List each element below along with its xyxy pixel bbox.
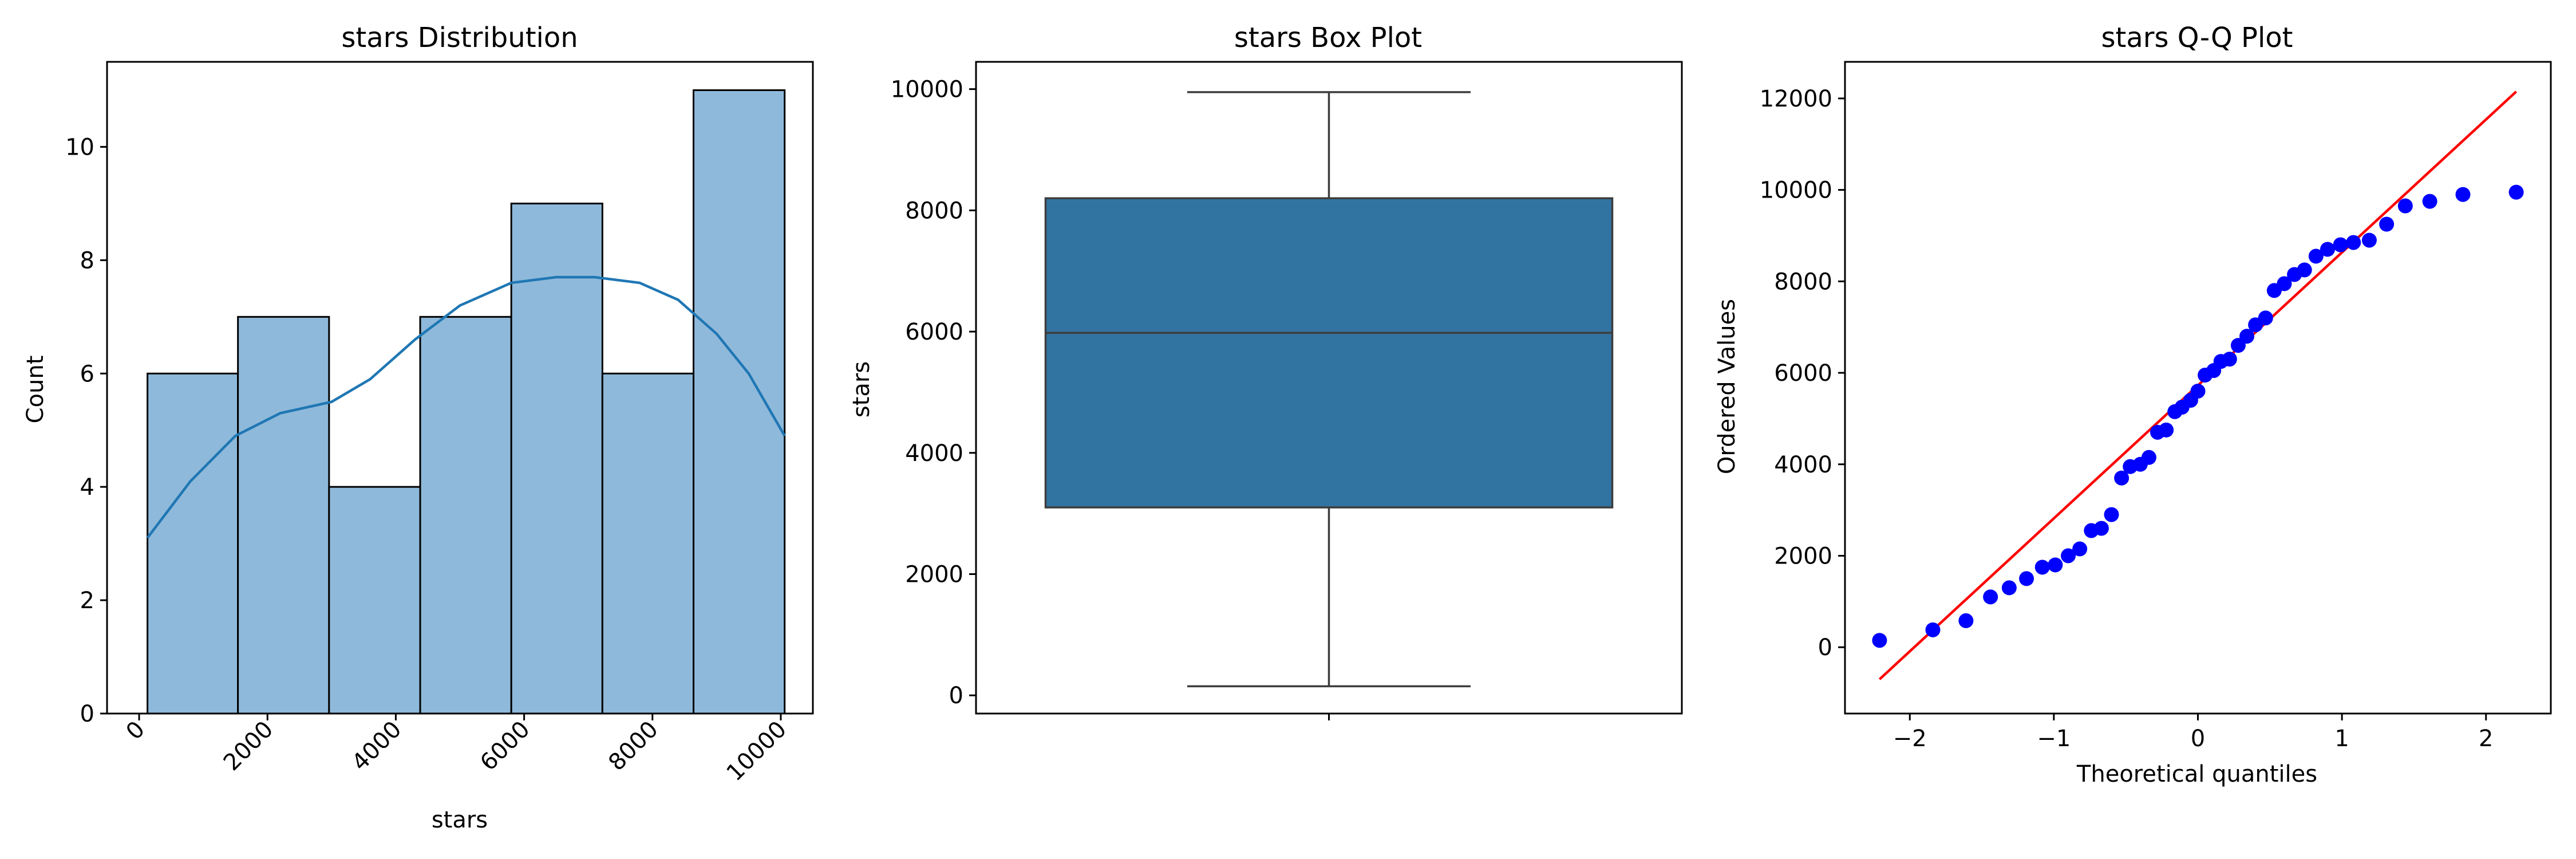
histogram-ylabel: Count bbox=[22, 356, 49, 424]
qq-point bbox=[2277, 276, 2292, 291]
y-tick-label: 0 bbox=[80, 701, 94, 727]
qq-point bbox=[2333, 237, 2348, 253]
histogram-panel: stars Distribution stars Count 0 2000 4000… bbox=[22, 22, 814, 833]
x-tick-label: 10000 bbox=[722, 716, 792, 787]
y-tick-label: 0 bbox=[1818, 635, 1832, 661]
y-tick-label: 0 bbox=[949, 683, 963, 709]
y-tick-label: 4 bbox=[80, 474, 94, 501]
qq-ylabel: Ordered Values bbox=[1714, 299, 1740, 474]
qq-point bbox=[2001, 580, 2017, 596]
boxplot-title: stars Box Plot bbox=[1234, 22, 1422, 54]
y-tick-label: 8 bbox=[80, 247, 94, 274]
histogram-bar bbox=[419, 316, 512, 715]
y-tick-label: 6 bbox=[80, 361, 94, 387]
qq-point bbox=[2239, 329, 2255, 344]
y-tick-label: 4000 bbox=[905, 440, 963, 467]
histogram-bar bbox=[693, 89, 786, 715]
boxplot-frame bbox=[975, 61, 1683, 715]
qq-point bbox=[2320, 242, 2335, 257]
x-tick-label: 1 bbox=[2334, 726, 2349, 752]
histogram-bar bbox=[601, 372, 695, 715]
qq-point bbox=[2508, 184, 2524, 200]
qq-ticks: −2 −1 0 1 2 0 2000 4000 6000 8000 10000 12000 bbox=[1760, 86, 2494, 752]
qq-point bbox=[2222, 352, 2237, 367]
boxplot-box bbox=[1044, 91, 1614, 688]
x-tick-label: 0 bbox=[2191, 726, 2205, 752]
y-tick-label: 8000 bbox=[1774, 269, 1832, 295]
qq-point bbox=[2361, 233, 2377, 248]
x-tick-label: −2 bbox=[1893, 726, 1927, 752]
qq-point bbox=[2258, 310, 2273, 326]
histogram-xlabel: stars bbox=[432, 807, 488, 833]
qq-point bbox=[2379, 216, 2395, 232]
y-tick-label: 12000 bbox=[1760, 86, 1832, 112]
y-tick-label: 10 bbox=[65, 134, 94, 160]
qq-title: stars Q-Q Plot bbox=[2101, 22, 2293, 54]
qq-panel: stars Q-Q Plot Theoretical quantiles Ord… bbox=[1714, 22, 2552, 787]
qq-point bbox=[2072, 541, 2088, 557]
y-tick-label: 2000 bbox=[905, 562, 963, 588]
histogram-bar bbox=[237, 316, 330, 715]
x-tick-label: 8000 bbox=[603, 716, 663, 777]
y-tick-label: 10000 bbox=[1760, 178, 1832, 204]
qq-point bbox=[2141, 450, 2156, 465]
boxplot-ylabel: stars bbox=[848, 361, 875, 417]
qq-frame bbox=[1844, 61, 2552, 715]
histogram-frame bbox=[106, 61, 814, 715]
qq-point bbox=[1925, 622, 1941, 637]
qq-point bbox=[2034, 559, 2050, 575]
qq-point bbox=[2019, 571, 2034, 586]
boxplot-ticks: 0 2000 4000 6000 8000 10000 bbox=[891, 77, 1330, 720]
x-tick-label: 2 bbox=[2479, 726, 2493, 752]
histogram-kde bbox=[146, 275, 786, 539]
qq-point bbox=[2104, 507, 2119, 522]
x-tick-label: 2000 bbox=[219, 716, 279, 777]
histogram-bar bbox=[328, 486, 421, 715]
y-tick-label: 6000 bbox=[1774, 360, 1832, 387]
qq-point bbox=[1983, 589, 1998, 605]
qq-points bbox=[1872, 184, 2524, 648]
qq-point bbox=[1872, 633, 1887, 648]
qq-xlabel: Theoretical quantiles bbox=[2076, 761, 2317, 787]
qq-point bbox=[2190, 383, 2206, 399]
iqr-box bbox=[1044, 197, 1614, 509]
y-tick-label: 2 bbox=[80, 588, 94, 614]
qq-point bbox=[2455, 187, 2471, 202]
y-tick-label: 6000 bbox=[905, 319, 963, 345]
y-tick-label: 2000 bbox=[1774, 543, 1832, 569]
x-tick-label: 0 bbox=[121, 716, 151, 746]
qq-point bbox=[2297, 262, 2312, 278]
histogram-bar bbox=[147, 372, 239, 715]
qq-point bbox=[2422, 194, 2437, 209]
y-tick-label: 8000 bbox=[905, 198, 963, 224]
y-tick-label: 4000 bbox=[1774, 452, 1832, 478]
y-tick-label: 10000 bbox=[891, 77, 963, 103]
qq-point bbox=[2308, 249, 2324, 264]
x-tick-label: 4000 bbox=[347, 716, 407, 777]
qq-point bbox=[2159, 422, 2174, 438]
qq-point bbox=[2114, 470, 2129, 486]
qq-point bbox=[2061, 548, 2076, 564]
x-tick-label: −1 bbox=[2037, 726, 2071, 752]
histogram-bars bbox=[147, 89, 786, 715]
kde-line bbox=[146, 275, 786, 539]
boxplot-panel: stars Box Plot stars 0 2000 4000 6000 8000 10… bbox=[848, 22, 1683, 720]
qq-point bbox=[1958, 613, 1974, 628]
histogram-bar bbox=[510, 202, 603, 715]
histogram-title: stars Distribution bbox=[341, 22, 578, 54]
qq-point bbox=[2048, 557, 2063, 573]
x-tick-label: 6000 bbox=[475, 716, 535, 777]
qq-point bbox=[2093, 521, 2109, 536]
qq-point bbox=[2346, 235, 2361, 250]
qq-point bbox=[2397, 198, 2413, 214]
